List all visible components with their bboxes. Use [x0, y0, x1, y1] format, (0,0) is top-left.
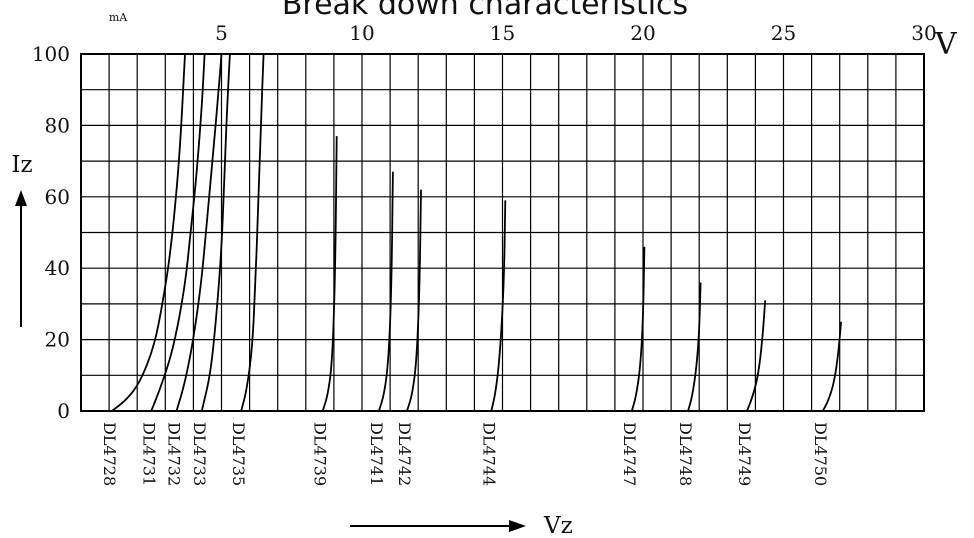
plot-frame — [80, 53, 925, 412]
y-tick-label: 60 — [45, 185, 70, 209]
series-label-dl4739: DL4739 — [311, 422, 330, 486]
series-label-dl4747: DL4747 — [620, 422, 639, 486]
x-tick-labels: 5 10 15 20 25 30 — [215, 21, 937, 45]
x-axis-label: Vz — [543, 513, 573, 538]
curve-dl4747 — [630, 246, 646, 412]
y-tick-label: 40 — [45, 256, 70, 280]
curve-dl4739 — [321, 136, 338, 412]
y-axis-label: Iz — [11, 152, 32, 178]
y-unit-label: mA — [109, 11, 128, 24]
series-labels: DL4728 DL4731 DL4732 DL4733 DL4735 DL4739 DL47… — [100, 422, 830, 486]
series-label-dl4741: DL4741 — [367, 422, 386, 486]
y-tick-labels: 0 20 40 60 80 100 — [32, 42, 70, 423]
grid — [81, 54, 924, 411]
curve-dl4748 — [687, 282, 702, 412]
x-unit-label: V — [934, 27, 958, 62]
curve-dl4732 — [175, 53, 223, 412]
x-tick-label: 25 — [771, 21, 796, 45]
x-tick-label: 30 — [911, 21, 936, 45]
series-label-dl4733: DL4733 — [190, 422, 209, 486]
x-axis-arrow — [350, 520, 526, 532]
x-tick-label: 20 — [630, 21, 655, 45]
chart-title: Break down characteristics — [282, 0, 688, 22]
curve-dl4731 — [150, 53, 206, 412]
series-label-dl4750: DL4750 — [811, 422, 830, 486]
curve-dl4733 — [200, 53, 231, 412]
series-label-dl4728: DL4728 — [100, 422, 119, 486]
curve-dl4750 — [822, 321, 842, 412]
y-tick-label: 0 — [57, 399, 70, 423]
series-label-dl4731: DL4731 — [139, 422, 158, 486]
series-label-dl4742: DL4742 — [395, 422, 414, 486]
series-label-dl4744: DL4744 — [479, 422, 498, 486]
series-label-dl4735: DL4735 — [229, 422, 248, 486]
curve-dl4749 — [746, 300, 767, 412]
series-label-dl4748: DL4748 — [676, 422, 695, 486]
y-tick-label: 80 — [45, 113, 70, 137]
series-label-dl4732: DL4732 — [165, 422, 184, 486]
curve-dl4741 — [378, 171, 394, 412]
y-tick-label: 100 — [32, 42, 70, 66]
x-tick-label: 5 — [215, 21, 228, 45]
curve-dl4735 — [240, 53, 265, 412]
series-label-dl4749: DL4749 — [735, 422, 754, 486]
curve-dl4728 — [111, 53, 186, 412]
y-axis-arrow — [15, 190, 27, 327]
y-tick-label: 20 — [45, 328, 70, 352]
curve-dl4744 — [490, 200, 507, 412]
curve-dl4742 — [406, 189, 422, 412]
x-tick-label: 15 — [490, 21, 515, 45]
x-tick-label: 10 — [349, 21, 374, 45]
curves — [111, 53, 842, 412]
